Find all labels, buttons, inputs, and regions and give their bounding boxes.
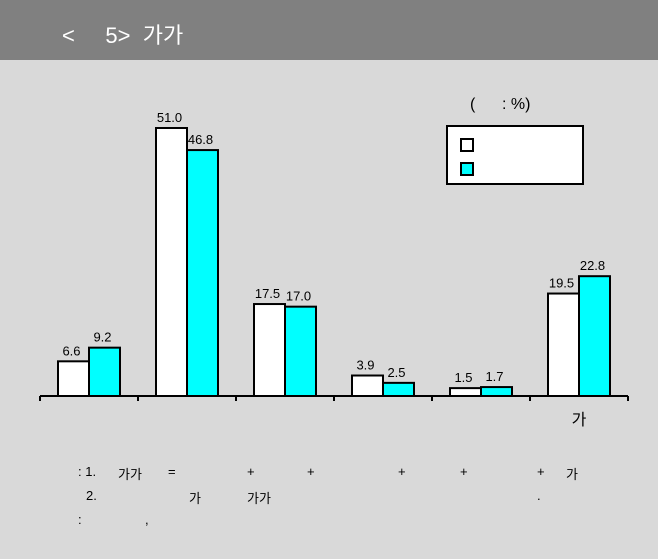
footnote-1-text-b: 가 <box>566 467 578 482</box>
legend-swatch-series-2 <box>460 162 474 176</box>
footnote-1-number: : 1. <box>78 464 97 479</box>
footnote-2-text-a: 가 <box>189 491 201 506</box>
data-label-series-2-cat-1: 9.2 <box>93 330 111 345</box>
bar-series-2-cat-2 <box>186 149 219 397</box>
bar-series-1-cat-2 <box>155 127 188 397</box>
footnote-1-plus-2: + <box>307 464 315 479</box>
bar-series-2-cat-4 <box>382 381 415 397</box>
footnote-1-equals: = <box>168 464 176 479</box>
bar-series-2-cat-5 <box>480 386 513 398</box>
unit-label: ( : %) <box>470 96 531 113</box>
bar-series-2-cat-3 <box>284 305 317 397</box>
data-label-series-2-cat-5: 1.7 <box>485 369 503 384</box>
footnote-1-plus-3: + <box>398 464 406 479</box>
legend-swatch-series-1 <box>460 138 474 152</box>
footnote-1-plus-4: + <box>460 464 468 479</box>
data-label-series-1-cat-1: 6.6 <box>62 343 80 358</box>
bar-chart: 6.6 9.2 51.0 46.8 17.5 17.0 3.9 2.5 1.5 1.7 19.5 22… <box>39 110 629 429</box>
chart-title: < 5> 가가 <box>62 23 184 48</box>
footnote-2-text-b: 가가 <box>247 491 271 506</box>
data-label-series-2-cat-2: 46.8 <box>188 132 213 147</box>
footnote-1-plus-5: + <box>537 464 545 479</box>
footnote-1-text-a: 가가 <box>118 467 142 482</box>
category-label-6: 가 <box>572 411 587 429</box>
footnote-3-colon: : <box>78 512 82 527</box>
data-label-series-1-cat-3: 17.5 <box>255 286 280 301</box>
legend <box>446 125 584 185</box>
footnote-1-plus-1: + <box>247 464 255 479</box>
bar-series-1-cat-3 <box>253 303 286 397</box>
bar-series-1-cat-4 <box>351 374 384 398</box>
footnote-2-period: . <box>537 488 541 503</box>
bar-series-1-cat-5 <box>449 387 482 397</box>
data-label-series-1-cat-6: 19.5 <box>549 276 574 291</box>
data-label-series-1-cat-5: 1.5 <box>454 370 472 385</box>
bar-series-2-cat-1 <box>88 346 121 398</box>
bar-series-1-cat-6 <box>547 292 580 398</box>
data-label-series-1-cat-2: 51.0 <box>157 110 182 125</box>
data-label-series-2-cat-3: 17.0 <box>286 289 311 304</box>
bar-series-1-cat-1 <box>57 360 90 398</box>
data-label-series-1-cat-4: 3.9 <box>356 358 374 373</box>
bar-series-2-cat-6 <box>578 275 611 397</box>
data-label-series-2-cat-4: 2.5 <box>387 365 405 380</box>
title-bar: < 5> 가가 <box>0 0 658 60</box>
footnote-2-number: 2. <box>86 488 97 503</box>
footnote-3-comma: , <box>145 512 149 527</box>
data-label-series-2-cat-6: 22.8 <box>580 258 605 273</box>
